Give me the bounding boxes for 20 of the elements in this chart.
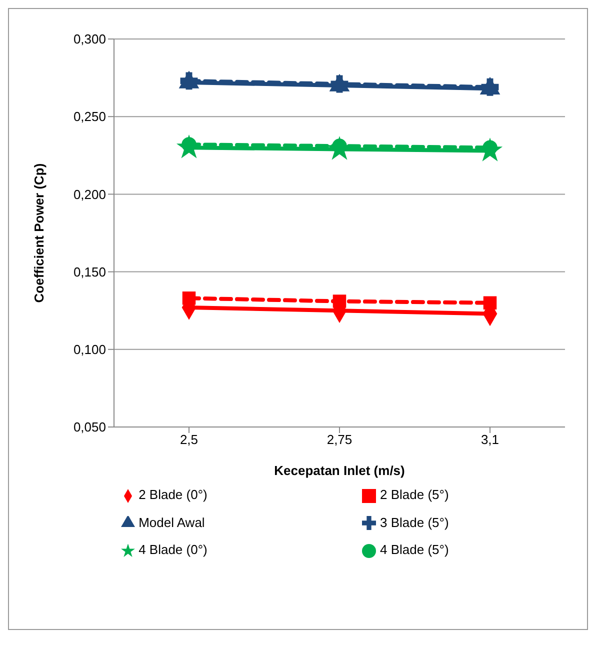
legend-label: 4 Blade (0°) — [138, 542, 208, 558]
legend-label: Model Awal — [138, 514, 205, 530]
y-axis-title: Coefficient Power (Cp) — [32, 163, 47, 303]
legend-label: 3 Blade (5°) — [380, 514, 449, 530]
y-tick-label: 0,300 — [73, 32, 106, 47]
x-tick-label: 2,5 — [180, 432, 198, 448]
x-tick-label: 2,75 — [326, 432, 352, 448]
legend-label: 2 Blade (0°) — [138, 487, 208, 502]
y-tick-label: 0,200 — [73, 186, 106, 202]
legend-label: 4 Blade (5°) — [380, 542, 449, 558]
y-tick-label: 0,150 — [73, 264, 106, 280]
x-axis-title: Kecepatan Inlet (m/s) — [274, 463, 405, 478]
point — [182, 292, 196, 305]
y-tick-label: 0,250 — [73, 109, 106, 124]
y-tick-label: 0,050 — [73, 420, 106, 435]
point — [332, 294, 346, 308]
point — [483, 296, 497, 310]
legend-label: 2 Blade (5°) — [380, 487, 449, 502]
x-tick-label: 3,1 — [480, 432, 500, 448]
y-tick-label: 0,100 — [73, 342, 106, 358]
